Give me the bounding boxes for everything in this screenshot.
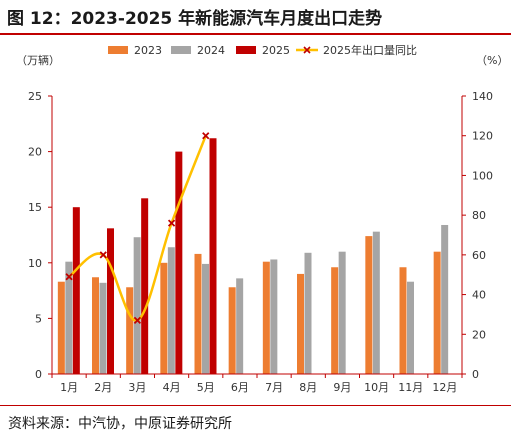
- bar-2023-1月: [57, 281, 65, 374]
- bar-2023-4月: [160, 262, 168, 374]
- x-tick-label: 8月: [299, 381, 317, 394]
- y-right-tick-label: 0: [472, 368, 479, 381]
- bar-2025-2月: [107, 228, 114, 374]
- bar-2025-5月: [209, 138, 217, 374]
- bar-2024-7月: [270, 259, 278, 374]
- bar-2025-1月: [72, 207, 80, 374]
- y-right-tick-label: 140: [472, 90, 493, 103]
- y-axis-left-unit: （万辆）: [16, 53, 60, 67]
- legend-label: 2025: [262, 44, 290, 57]
- x-tick-label: 1月: [60, 381, 78, 394]
- line-point-1月: [65, 273, 73, 281]
- legend-label: 2023: [134, 44, 162, 57]
- bar-2023-8月: [297, 273, 304, 374]
- line-point-3月: [133, 316, 142, 325]
- bar-2023-3月: [126, 287, 134, 374]
- y-right-tick-label: 100: [472, 169, 493, 182]
- x-tick-label: 9月: [333, 381, 351, 394]
- bar-2024-1月: [65, 261, 73, 374]
- x-tick-label: 7月: [265, 381, 283, 394]
- legend-label: 2025年出口量同比: [323, 43, 417, 57]
- legend-label: 2024: [197, 44, 225, 57]
- y-left-tick-label: 25: [28, 90, 42, 103]
- y-left-tick-label: 20: [28, 146, 42, 159]
- y-left-tick-label: 5: [35, 312, 42, 325]
- x-tick-label: 4月: [163, 381, 181, 394]
- line-point-4月: [167, 219, 176, 227]
- footer-divider: [0, 405, 511, 406]
- y-left-tick-label: 10: [28, 257, 42, 270]
- line-point-2月: [99, 251, 107, 259]
- bar-2025-4月: [175, 151, 183, 374]
- bar-2025-3月: [141, 198, 149, 374]
- chart-title: 图 12：2023-2025 年新能源汽车月度出口走势: [7, 9, 383, 29]
- bar-2024-6月: [236, 278, 244, 374]
- y-right-tick-label: 20: [472, 328, 486, 341]
- line-point-5月: [202, 132, 210, 140]
- bar-2024-4月: [167, 247, 175, 374]
- legend-swatch-2025: [236, 46, 256, 54]
- bar-2023-10月: [365, 236, 373, 374]
- x-tick-label: 2月: [94, 381, 112, 394]
- legend-swatch-yoy-marker: [303, 46, 311, 54]
- bar-2023-9月: [331, 267, 339, 374]
- source-note: 资料来源：中汽协，中原证券研究所: [8, 416, 232, 432]
- bar-2023-11月: [399, 267, 407, 374]
- bar-2024-9月: [338, 251, 346, 374]
- y-right-tick-label: 120: [472, 130, 493, 143]
- bar-2023-7月: [262, 261, 270, 374]
- x-tick-label: 12月: [432, 381, 457, 394]
- y-left-tick-label: 0: [35, 368, 42, 381]
- y-axis-right-unit: （%）: [476, 54, 508, 67]
- title-divider: [0, 33, 511, 35]
- title-bar: 图 12：2023-2025 年新能源汽车月度出口走势: [0, 0, 511, 33]
- bar-2024-2月: [99, 282, 107, 374]
- y-left-tick-label: 15: [28, 201, 42, 214]
- x-tick-label: 10月: [364, 381, 389, 394]
- bar-2024-3月: [133, 237, 141, 374]
- legend-swatch-2023: [108, 46, 128, 54]
- bar-2023-5月: [194, 253, 202, 374]
- bar-2023-2月: [92, 277, 99, 374]
- bar-2024-8月: [304, 252, 312, 374]
- x-tick-label: 3月: [128, 381, 146, 394]
- bar-2024-11月: [407, 281, 414, 374]
- bar-2024-12月: [441, 224, 449, 374]
- y-right-tick-label: 40: [472, 289, 486, 302]
- x-tick-label: 11月: [398, 381, 423, 394]
- bar-2023-12月: [433, 251, 441, 374]
- y-right-tick-label: 60: [472, 249, 486, 262]
- bar-2024-10月: [372, 231, 380, 374]
- y-right-tick-label: 80: [472, 209, 486, 222]
- x-tick-label: 6月: [231, 381, 249, 394]
- x-tick-label: 5月: [197, 381, 215, 394]
- bar-2023-6月: [228, 287, 236, 374]
- bar-2024-5月: [202, 263, 209, 374]
- legend-swatch-2024: [171, 46, 191, 54]
